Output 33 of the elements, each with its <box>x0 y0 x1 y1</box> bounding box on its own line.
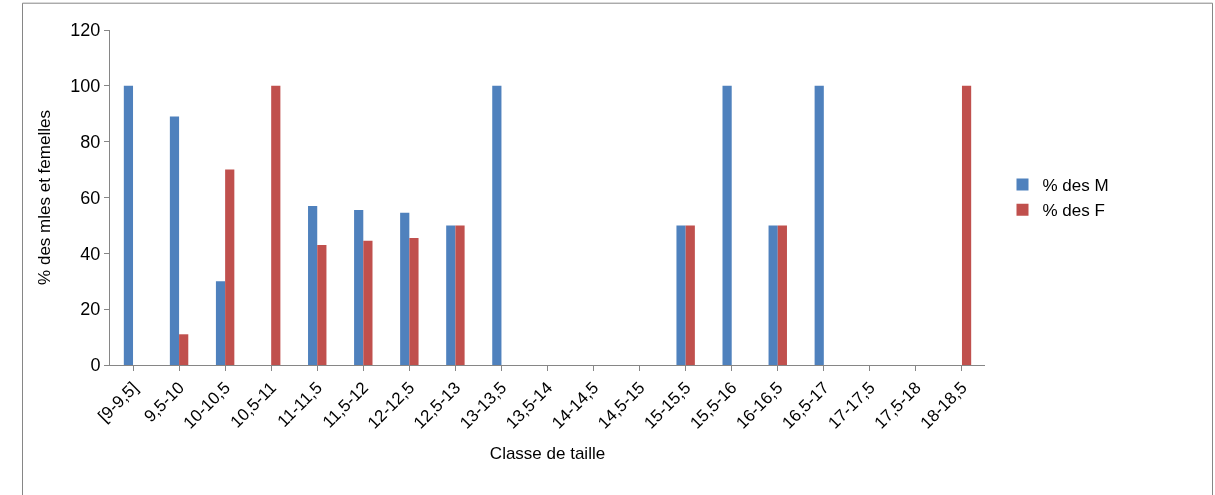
bar <box>814 85 824 365</box>
y-tick-label: 60 <box>80 187 101 208</box>
legend-label: % des M <box>1042 176 1109 196</box>
bar <box>961 85 972 365</box>
bar <box>400 212 410 365</box>
bar <box>225 169 235 365</box>
legend-label: % des F <box>1042 201 1105 221</box>
bar <box>446 225 456 365</box>
bar <box>455 225 465 365</box>
y-tick-label: 20 <box>80 299 101 320</box>
bar <box>409 237 419 365</box>
bar <box>317 244 327 365</box>
bar <box>308 205 318 365</box>
x-axis-title: Classe de taille <box>489 443 606 463</box>
bar <box>179 334 189 365</box>
bar <box>492 85 502 365</box>
bar <box>676 225 686 365</box>
bar <box>123 85 134 365</box>
bar <box>354 210 364 365</box>
bar <box>777 225 787 365</box>
y-tick-label: 100 <box>70 76 101 97</box>
bar <box>363 240 373 365</box>
y-tick-label: 40 <box>80 243 101 264</box>
bar <box>271 85 281 365</box>
bar <box>215 281 226 365</box>
bar <box>169 116 180 365</box>
bar <box>768 225 778 365</box>
y-tick-label: 120 <box>70 20 101 41</box>
y-tick-label: 0 <box>90 355 101 376</box>
bar <box>685 225 695 365</box>
y-tick-label: 80 <box>80 131 101 152</box>
bar <box>722 85 732 365</box>
y-axis-title: % des mles et femelles <box>34 110 54 285</box>
